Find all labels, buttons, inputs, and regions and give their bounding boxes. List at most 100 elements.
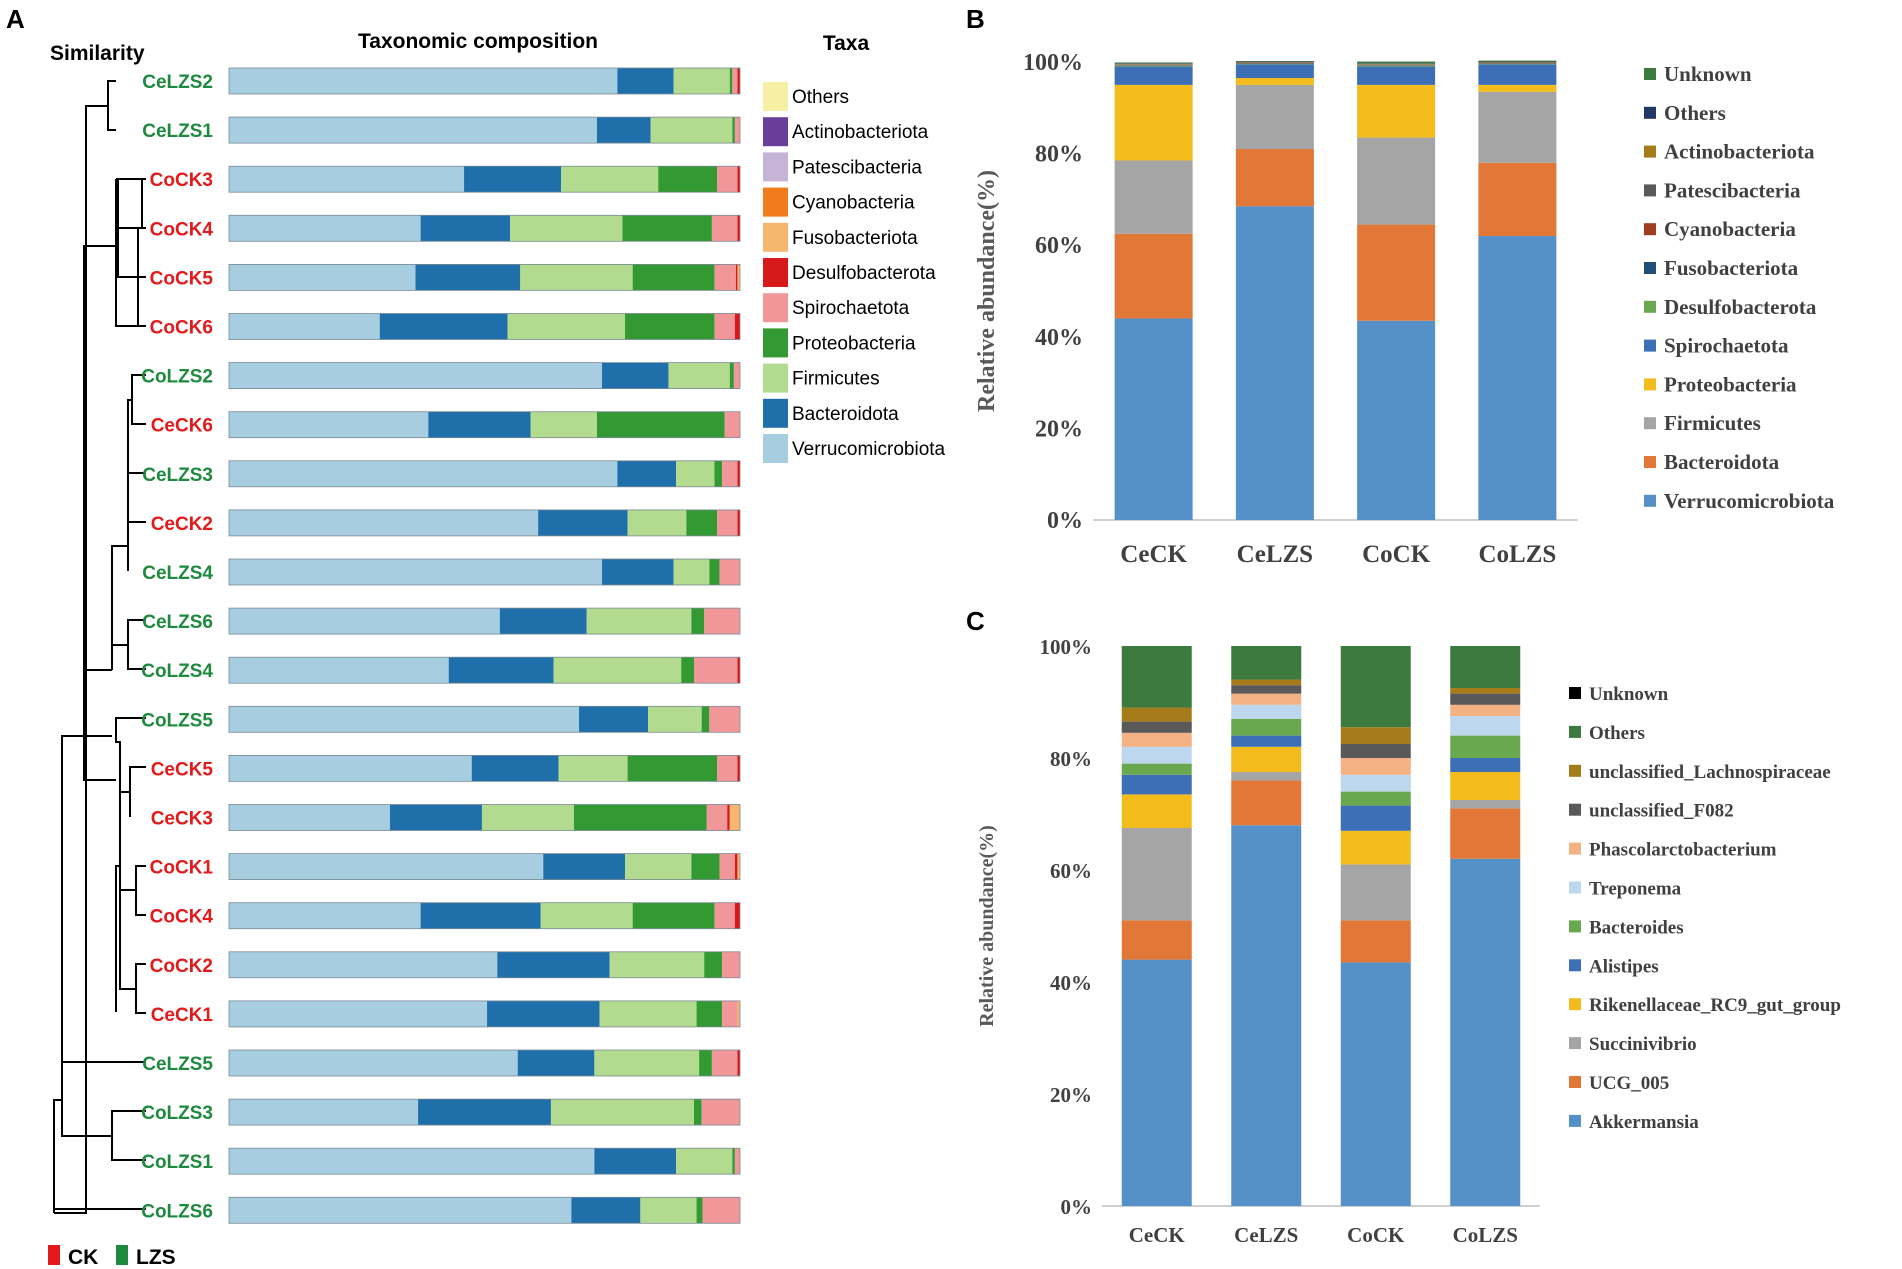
bar-segment xyxy=(711,215,738,242)
bar-segment xyxy=(732,68,738,94)
sample-label: CoCK2 xyxy=(150,956,213,977)
bar-segment xyxy=(1478,84,1557,92)
bar-segment xyxy=(507,313,626,340)
sample-label: CeCK3 xyxy=(151,809,213,830)
legend-label: Firmicutes xyxy=(792,369,880,390)
stacked-column xyxy=(1231,646,1302,1206)
legend-label: Akkermansia xyxy=(1589,1112,1699,1133)
bar-segment xyxy=(487,1000,600,1027)
bar-segment xyxy=(1114,62,1193,64)
dendro-branch xyxy=(117,179,138,278)
dendro-branch xyxy=(61,1062,112,1137)
sample-bar-row xyxy=(228,1098,741,1126)
bar-segment xyxy=(229,755,472,782)
bar-segment xyxy=(1450,704,1521,716)
category-label: CeLZS xyxy=(1234,1223,1298,1247)
category-label: CeCK xyxy=(1120,541,1187,568)
bar-segment xyxy=(640,1197,697,1224)
bar-segment xyxy=(691,853,720,880)
bar-segment xyxy=(1357,66,1436,85)
bar-segment xyxy=(1121,828,1192,921)
sample-bar-row xyxy=(228,313,741,340)
bar-segment xyxy=(550,1099,695,1126)
sample-bar-row xyxy=(228,214,741,242)
legend-swatch xyxy=(1644,223,1656,236)
stacked-column xyxy=(1114,62,1193,520)
bar-segment xyxy=(229,1197,572,1224)
bar-segment xyxy=(709,706,740,733)
legend-label: Unknown xyxy=(1664,62,1752,86)
bar-segment xyxy=(229,1148,595,1175)
sample-bar-row xyxy=(228,558,741,586)
y-tick-label: 80% xyxy=(1050,747,1092,771)
sample-label: CoCK4 xyxy=(150,907,214,928)
bar-segment xyxy=(1340,758,1411,775)
bar-segment xyxy=(1357,137,1436,225)
bar-segment xyxy=(1235,64,1314,79)
bar-segment xyxy=(602,559,674,585)
legend-swatch xyxy=(763,222,788,252)
legend-label: Desulfobacterota xyxy=(1664,295,1817,319)
sample-label: CeLZS2 xyxy=(142,72,213,93)
bar-segment xyxy=(1121,920,1192,960)
bar-segment xyxy=(735,264,738,291)
sample-bar-row xyxy=(228,67,741,95)
y-tick-label: 0% xyxy=(1061,1195,1093,1219)
bar-segment xyxy=(1450,688,1521,694)
bar-segment xyxy=(622,215,712,242)
dendro-branch xyxy=(115,865,120,1012)
category-label: CoCK xyxy=(1347,1223,1405,1247)
bar-segment xyxy=(1450,716,1521,736)
bar-segment xyxy=(229,608,500,635)
bar-segment xyxy=(497,951,610,978)
bar-segment xyxy=(694,657,738,684)
dendro-branch xyxy=(115,277,146,327)
bar-segment xyxy=(428,411,531,438)
stacked-column xyxy=(1357,61,1436,520)
bar-segment xyxy=(701,706,710,733)
bar-segment xyxy=(229,215,421,242)
legend-swatch xyxy=(763,363,788,393)
stacked-column xyxy=(1121,646,1192,1206)
y-tick-label: 60% xyxy=(1050,859,1092,883)
bar-segment xyxy=(229,68,618,94)
legend-label: unclassified_F082 xyxy=(1589,801,1734,822)
bar-segment xyxy=(632,902,715,929)
sample-bar-row xyxy=(228,755,741,782)
bar-segment xyxy=(558,755,628,782)
sample-label: CoLZS3 xyxy=(141,1103,213,1124)
sample-label: CoCK1 xyxy=(150,858,214,879)
bar-segment xyxy=(696,1000,723,1027)
y-tick-label: 40% xyxy=(1050,971,1092,995)
bar-segment xyxy=(499,608,587,635)
bar-segment xyxy=(696,1197,703,1224)
legend-label: Others xyxy=(1589,723,1645,744)
bar-outline xyxy=(228,607,741,635)
bar-segment xyxy=(229,559,603,585)
sample-bar-row xyxy=(228,460,741,488)
bar-outline xyxy=(228,755,741,782)
bar-segment xyxy=(1231,693,1302,705)
bar-segment xyxy=(627,755,718,782)
bar-segment xyxy=(714,460,723,487)
bar-segment xyxy=(596,411,725,438)
sample-label: CoLZS4 xyxy=(141,661,213,682)
y-tick-label: 60% xyxy=(1035,233,1083,259)
sample-bar-row xyxy=(228,1196,741,1224)
bar-segment xyxy=(1340,791,1411,806)
y-tick-label: 40% xyxy=(1035,325,1083,351)
bar-outline xyxy=(228,460,741,488)
category-label: CoCK xyxy=(1362,541,1431,568)
bar-segment xyxy=(471,755,559,782)
stacked-column xyxy=(1235,61,1314,520)
legend-swatch xyxy=(1644,300,1656,313)
bar-segment xyxy=(724,411,740,438)
bar-outline xyxy=(228,1000,741,1028)
legend-swatch xyxy=(1569,725,1581,738)
bar-segment xyxy=(464,166,562,193)
bar-segment xyxy=(1121,763,1192,775)
sample-label: CoCK5 xyxy=(150,268,214,289)
bar-segment xyxy=(648,706,702,733)
bar-segment xyxy=(729,68,733,94)
y-tick-label: 100% xyxy=(1040,635,1093,659)
